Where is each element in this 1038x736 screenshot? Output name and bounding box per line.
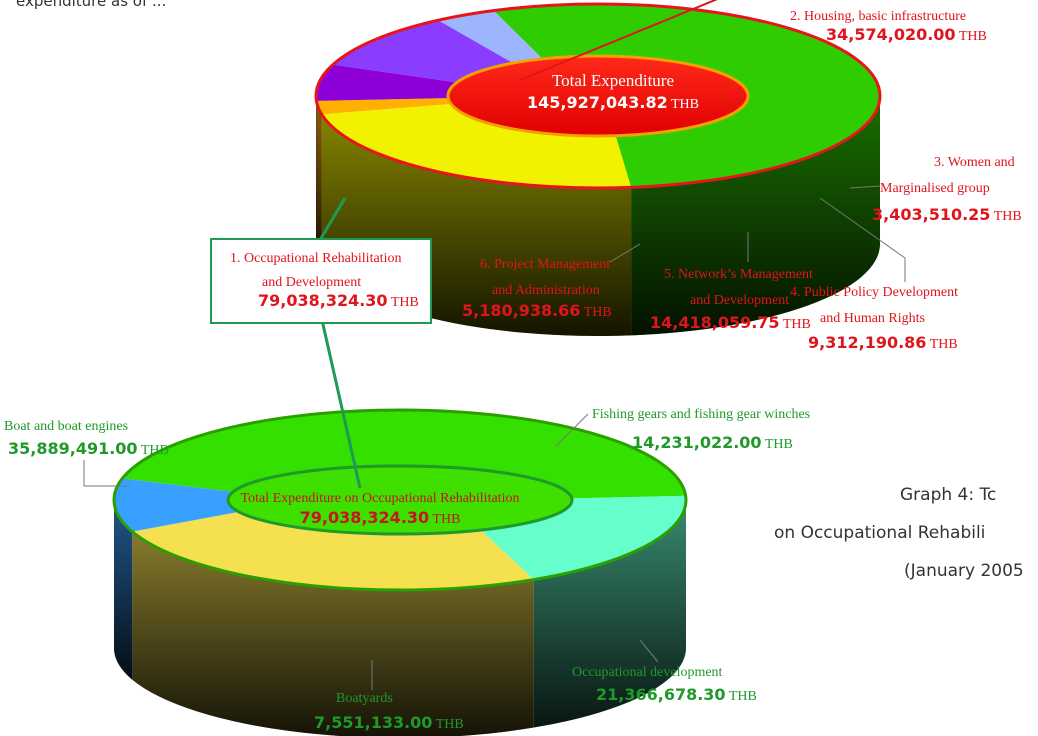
leader-project	[609, 243, 641, 263]
leader-fishing	[555, 413, 589, 447]
slice-boat	[122, 410, 686, 499]
value-boatyards: 7,551,133.00 THB	[314, 713, 464, 733]
side-shade-boatyards-0	[114, 500, 133, 680]
label-boatyards: Boatyards	[336, 691, 393, 706]
leader-occdev	[639, 639, 659, 663]
slice-housing	[321, 103, 632, 188]
occupational-callout-box	[210, 238, 432, 324]
value-project: 5,180,938.66 THB	[462, 301, 612, 321]
caption-line-3: (January 2005	[904, 561, 1024, 581]
label-occupational-2: and Development	[262, 275, 362, 290]
side-shade-occupational-0	[631, 96, 880, 336]
label-policy-1: 4. Public Policy Development	[790, 285, 958, 300]
value-housing: 34,574,020.00 THB	[826, 25, 987, 45]
value-policy: 9,312,190.86 THB	[808, 333, 958, 353]
value-network: 14,418,059.75 THB	[650, 313, 811, 333]
label-housing: 2. Housing, basic infrastructure	[790, 9, 967, 24]
leader-header	[519, 0, 718, 81]
side-shade-women-0	[316, 100, 322, 263]
side-shade-occdev-0	[132, 531, 534, 736]
label-boat: Boat and boat engines	[4, 419, 129, 434]
leader-occupational-bottom	[320, 319, 362, 489]
slice-boatyards	[113, 478, 239, 532]
pie2-center-disc	[226, 464, 574, 536]
value-women: 3,403,510.25 THB	[872, 205, 1022, 225]
pie2-total-unit: THB	[432, 512, 461, 527]
leader-policy	[819, 197, 906, 282]
leader-lines	[83, 0, 906, 690]
slice-occupational	[493, 3, 881, 188]
slice-fishing	[480, 495, 686, 580]
leader-boat	[83, 460, 130, 487]
pie2-center-title: Total Expenditure on Occupational Rehabi…	[240, 491, 520, 506]
pie1-center-title: Total Expenditure	[551, 71, 675, 90]
pie2-total-value: 79,038,324.30	[299, 508, 430, 527]
label-network-2: and Development	[690, 293, 790, 308]
label-occupational-1: 1. Occupational Rehabilitation	[230, 251, 402, 266]
value-boat: 35,889,491.00 THB	[8, 439, 169, 459]
pie1-total-unit: THB	[670, 97, 699, 112]
label-fishing: Fishing gears and fishing gear winches	[592, 407, 811, 422]
pie1-center-disc	[446, 54, 750, 138]
label-project-2: and Administration	[492, 283, 600, 298]
label-women-1: 3. Women and	[934, 155, 1015, 170]
value-fishing: 14,231,022.00 THB	[632, 433, 793, 453]
label-policy-2: and Human Rights	[820, 311, 925, 326]
label-women-2: Marginalised group	[880, 181, 990, 196]
outer-rim	[112, 408, 688, 592]
value-occupational: 79,038,324.30 THB	[258, 291, 419, 311]
label-occdev: Occupational development	[572, 665, 723, 680]
slice-occdev	[132, 511, 534, 590]
header-fragment: expenditure as of ...	[16, 0, 167, 10]
slice-network	[332, 20, 514, 83]
slice-project	[438, 10, 543, 64]
pie1-total-value: 145,927,043.82	[527, 93, 668, 112]
slice-policy	[316, 64, 457, 101]
pie2-center-total: 79,038,324.30 THB	[260, 509, 500, 529]
side-shade-fishing-0	[533, 500, 686, 728]
leader-occupational-top	[318, 197, 347, 241]
caption-line-1: Graph 4: Tc	[900, 485, 997, 505]
outer-rim	[314, 2, 882, 190]
caption-line-2: on Occupational Rehabili	[774, 523, 986, 543]
occupational-rehabilitation-pie	[112, 408, 688, 736]
label-project-1: 6. Project Management	[480, 257, 611, 272]
label-network-1: 5. Network’s Management	[664, 267, 813, 282]
leader-women	[849, 185, 881, 189]
total-expenditure-pie	[314, 2, 882, 336]
pie1-center-total: 145,927,043.82 THB	[478, 94, 748, 114]
slice-women	[316, 98, 451, 115]
value-occdev: 21,366,678.30 THB	[596, 685, 757, 705]
